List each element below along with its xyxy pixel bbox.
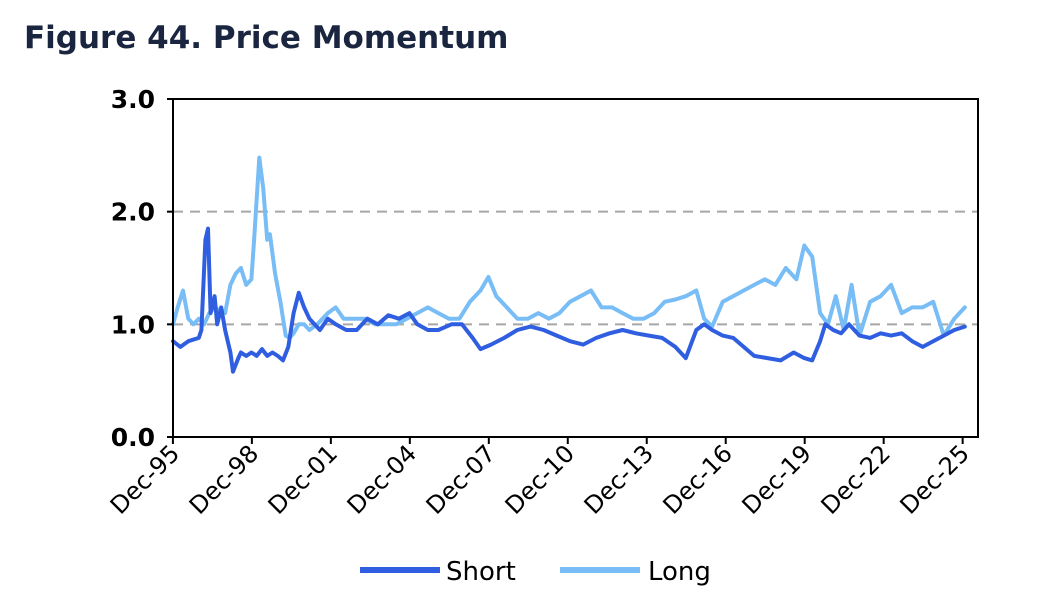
plot-frame bbox=[172, 98, 979, 438]
x-tick-label: Dec-13 bbox=[579, 439, 659, 519]
y-tick-label: 3.0 bbox=[111, 85, 155, 114]
x-tick-label: Dec-22 bbox=[816, 439, 896, 519]
series-lines bbox=[171, 155, 967, 374]
legend: Short Long bbox=[360, 557, 711, 587]
x-tick-label: Dec-16 bbox=[658, 439, 738, 519]
y-tick-label: 1.0 bbox=[111, 310, 155, 339]
x-tick-labels: Dec-95Dec-98Dec-01Dec-04Dec-07Dec-10Dec-… bbox=[105, 439, 975, 519]
y-tick-label: 2.0 bbox=[111, 198, 155, 227]
x-tick-label: Dec-01 bbox=[263, 439, 343, 519]
series-line-long bbox=[171, 155, 967, 340]
y-tick-label: 0.0 bbox=[111, 423, 155, 452]
series-line-short bbox=[171, 226, 967, 374]
legend-label-long: Long bbox=[648, 557, 711, 587]
x-tick-label: Dec-04 bbox=[342, 439, 422, 519]
chart-title: Figure 44. Price Momentum bbox=[24, 20, 509, 56]
axes bbox=[167, 98, 979, 444]
x-tick-label: Dec-10 bbox=[500, 439, 580, 519]
x-tick-label: Dec-25 bbox=[895, 439, 975, 519]
x-tick-label: Dec-98 bbox=[184, 439, 264, 519]
y-tick-labels: 0.0 1.0 2.0 3.0 bbox=[111, 85, 155, 452]
legend-label-short: Short bbox=[446, 557, 516, 587]
x-tick-label: Dec-07 bbox=[421, 439, 501, 519]
x-tick-label: Dec-19 bbox=[737, 439, 817, 519]
